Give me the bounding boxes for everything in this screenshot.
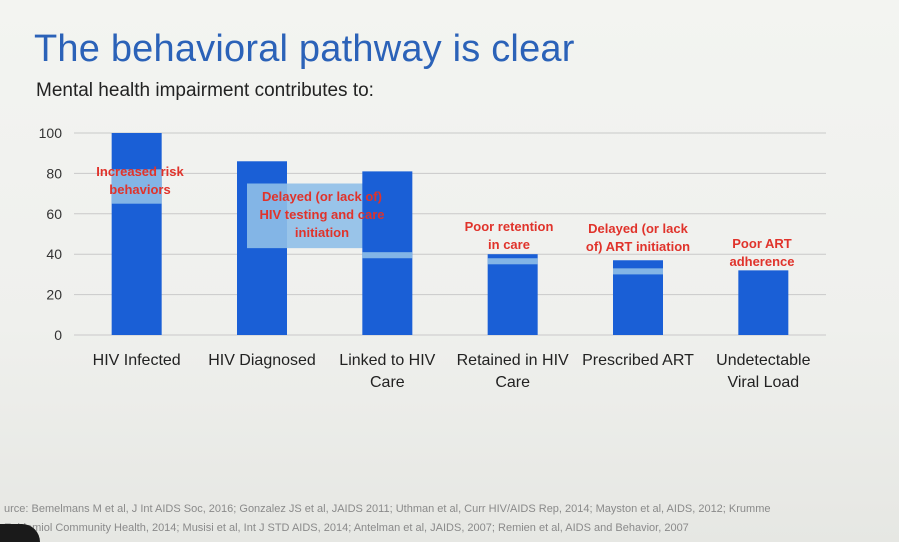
annotation-label: in care xyxy=(488,237,530,252)
annotation-label: behaviors xyxy=(109,182,170,197)
source-citation-line-2: Epidemiol Community Health, 2014; Musisi… xyxy=(4,522,689,534)
category-label: Prescribed ART xyxy=(582,352,694,369)
highlight-band xyxy=(111,169,162,204)
y-tick-label: 0 xyxy=(54,327,62,343)
highlight-band xyxy=(613,268,663,275)
annotation-label: Delayed (or lack of) xyxy=(262,189,382,204)
category-label: HIV Infected xyxy=(93,352,181,369)
slide-subtitle: Mental health impairment contributes to: xyxy=(36,80,374,101)
annotation-label: initiation xyxy=(295,225,349,240)
source-citation-line-1: urce: Bemelmans M et al, J Int AIDS Soc,… xyxy=(4,503,771,515)
highlight-band xyxy=(362,252,413,259)
y-tick-label: 40 xyxy=(46,246,62,262)
y-tick-label: 20 xyxy=(46,287,62,303)
annotation-label: adherence xyxy=(729,254,794,269)
category-label: HIV Diagnosed xyxy=(208,352,316,369)
corner-shadow xyxy=(0,524,40,542)
y-tick-label: 100 xyxy=(39,125,63,141)
bar-chart: 0 20 40 60 80 100 HIV Infected HIV Diagnosed Lin… xyxy=(39,125,826,391)
highlight-band xyxy=(487,258,538,265)
annotation-label: Poor ART xyxy=(732,236,792,251)
annotation-label: HIV testing and care xyxy=(260,207,385,222)
y-tick-label: 80 xyxy=(46,165,62,181)
bar xyxy=(111,133,162,335)
annotation-label: of) ART initiation xyxy=(586,239,690,254)
annotation-label: Increased risk xyxy=(96,164,184,179)
category-label: Care xyxy=(370,374,405,391)
category-label: Retained in HIV xyxy=(457,352,569,369)
annotation-label: Delayed (or lack xyxy=(588,221,688,236)
slide-title: The behavioral pathway is clear xyxy=(34,28,575,70)
bar xyxy=(738,270,789,335)
bar xyxy=(487,254,538,335)
category-label: Care xyxy=(495,374,530,391)
category-label: Viral Load xyxy=(727,374,799,391)
annotation-label: Poor retention xyxy=(465,219,554,234)
y-tick-label: 60 xyxy=(46,206,62,222)
category-label: Undetectable xyxy=(716,352,810,369)
category-label: Linked to HIV xyxy=(339,352,435,369)
